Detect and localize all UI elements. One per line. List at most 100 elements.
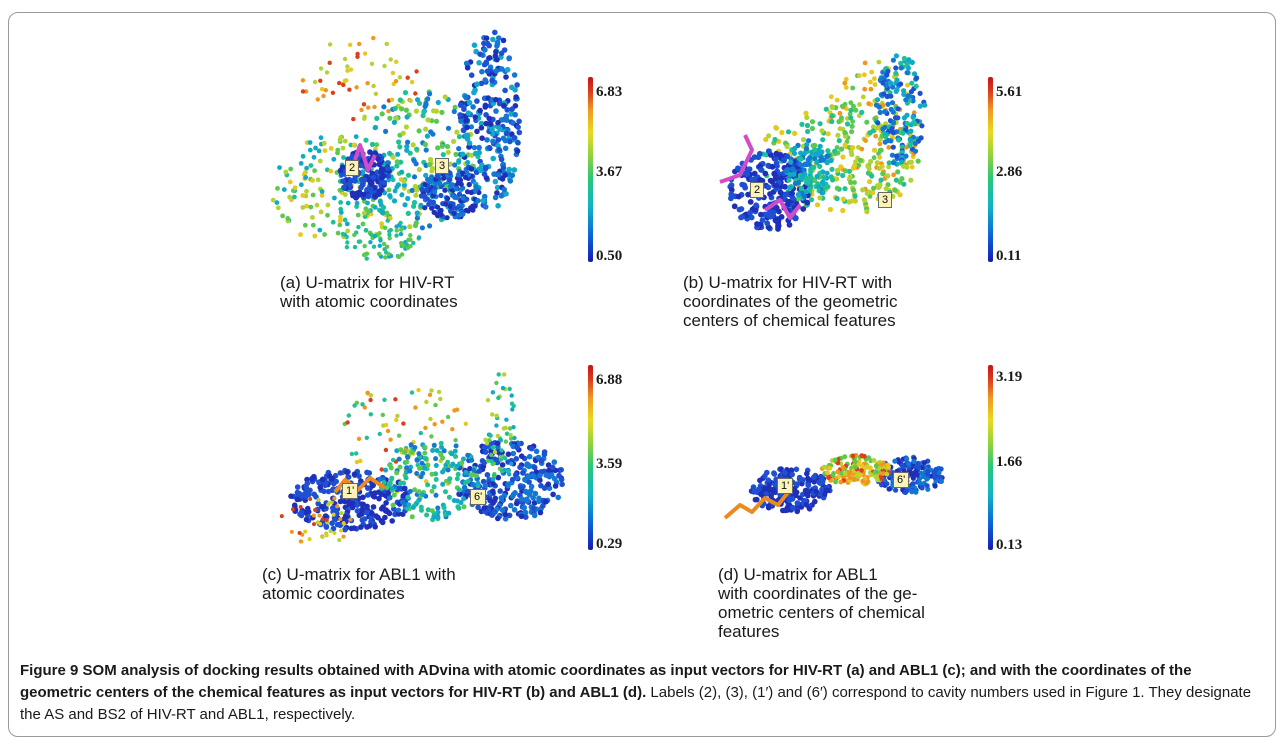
som-node — [441, 175, 447, 181]
som-node — [858, 472, 863, 478]
som-node — [453, 186, 459, 192]
som-node — [335, 230, 341, 236]
som-node — [360, 402, 365, 407]
som-node — [502, 172, 508, 178]
som-node — [328, 146, 334, 151]
som-node — [488, 433, 493, 438]
som-node — [890, 129, 896, 135]
som-node — [345, 64, 350, 69]
som-node — [310, 222, 316, 228]
som-node — [486, 115, 493, 122]
som-node — [797, 161, 803, 167]
som-node — [405, 494, 411, 500]
som-node — [819, 128, 825, 134]
som-node — [503, 113, 510, 119]
som-node — [483, 120, 490, 127]
som-node — [434, 173, 440, 179]
som-node — [426, 162, 433, 168]
som-node — [337, 80, 342, 86]
som-node — [889, 125, 895, 132]
som-node — [812, 147, 818, 153]
som-node — [382, 247, 387, 252]
som-node — [828, 94, 834, 100]
som-node — [410, 142, 416, 148]
som-node — [543, 472, 549, 479]
som-node — [426, 201, 432, 207]
som-node — [303, 516, 310, 523]
som-node — [381, 241, 387, 247]
som-node — [772, 217, 779, 224]
som-node — [442, 94, 448, 100]
som-node — [383, 225, 388, 230]
som-node — [904, 456, 910, 462]
som-node — [319, 504, 325, 510]
som-node — [494, 39, 501, 46]
som-node — [502, 145, 509, 152]
som-node — [371, 244, 377, 249]
som-node — [362, 51, 368, 56]
som-node — [893, 65, 899, 71]
som-node — [911, 458, 917, 465]
som-node — [383, 507, 389, 513]
som-node — [509, 393, 514, 398]
som-node — [330, 219, 336, 225]
som-node — [396, 433, 402, 438]
som-node — [324, 533, 329, 538]
som-node — [303, 175, 309, 180]
som-node — [347, 42, 353, 47]
som-node — [341, 82, 346, 88]
som-node — [919, 485, 925, 491]
som-node — [442, 187, 448, 193]
som-node — [507, 138, 513, 144]
som-node — [414, 457, 420, 463]
som-node — [833, 479, 838, 485]
som-node — [405, 75, 410, 80]
som-node — [482, 47, 488, 53]
som-node — [319, 189, 325, 194]
som-node — [326, 473, 333, 479]
som-node — [876, 165, 883, 171]
som-node — [382, 397, 387, 402]
som-node — [372, 234, 378, 239]
som-node — [332, 496, 337, 501]
som-node — [438, 452, 444, 458]
som-node — [538, 458, 545, 464]
som-node — [811, 474, 817, 480]
panel-c-colorbar — [588, 365, 593, 550]
som-node — [449, 192, 455, 198]
som-node — [382, 514, 388, 521]
som-node — [890, 57, 897, 63]
som-node — [494, 413, 499, 418]
som-node — [825, 470, 830, 476]
figure-caption-bold: SOM analysis of docking results obtained… — [20, 662, 1192, 701]
som-node — [364, 503, 370, 510]
som-node — [495, 137, 502, 143]
som-node — [925, 472, 931, 478]
figure-frame — [8, 12, 1276, 737]
som-node — [840, 172, 846, 179]
som-node — [394, 233, 399, 238]
som-node — [780, 157, 787, 163]
som-node — [896, 137, 902, 143]
som-node — [494, 459, 501, 466]
som-node — [817, 163, 823, 169]
som-node — [792, 215, 799, 222]
som-node — [424, 399, 429, 405]
som-node — [924, 483, 930, 489]
som-node — [842, 454, 848, 459]
som-node — [728, 191, 735, 198]
som-node — [475, 480, 481, 486]
som-node — [275, 205, 281, 211]
som-node — [435, 514, 441, 520]
som-node — [807, 186, 813, 192]
som-node — [484, 68, 491, 74]
som-node — [422, 465, 428, 471]
som-node — [800, 137, 807, 143]
som-node — [324, 517, 329, 522]
som-node — [319, 86, 325, 92]
som-node — [312, 168, 317, 174]
som-node — [778, 466, 784, 472]
som-node — [842, 186, 848, 192]
som-node — [327, 42, 333, 47]
som-node — [537, 509, 544, 516]
